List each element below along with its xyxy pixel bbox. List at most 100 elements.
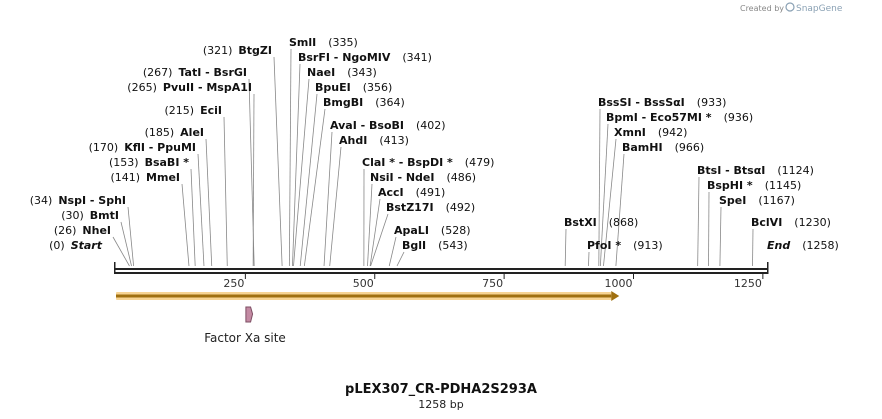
site-leader-line: [273, 56, 283, 267]
restriction-site-label[interactable]: BstXI (868): [564, 216, 638, 229]
site-position: (0): [49, 239, 65, 252]
site-name[interactable]: BpmI - Eco57MI *: [606, 111, 712, 124]
site-position: (528): [441, 224, 471, 237]
site-name[interactable]: BtgZI: [238, 44, 272, 57]
site-name[interactable]: XmnI: [614, 126, 646, 139]
site-position: (170): [89, 141, 119, 154]
restriction-site-label[interactable]: BspHI * (1145): [707, 179, 801, 192]
site-name[interactable]: BamHI: [622, 141, 663, 154]
site-name[interactable]: AhdI: [339, 134, 367, 147]
site-name[interactable]: BclVI: [751, 216, 782, 229]
restriction-site-label[interactable]: BclVI (1230): [751, 216, 831, 229]
restriction-site-label[interactable]: AleI (185): [145, 126, 204, 139]
restriction-site-label[interactable]: BtgZI (321): [203, 44, 272, 57]
restriction-site-label[interactable]: Start (0): [49, 239, 103, 252]
restriction-site-label[interactable]: AvaI - BsoBI (402): [330, 119, 446, 132]
site-leader-line: [388, 236, 397, 267]
site-name[interactable]: BsaBI *: [145, 156, 190, 169]
site-name[interactable]: NsiI - NdeI: [370, 171, 434, 184]
factor-xa-site-marker[interactable]: [245, 306, 254, 323]
site-position: (413): [379, 134, 409, 147]
site-position: (343): [347, 66, 377, 79]
restriction-site-label[interactable]: NspI - SphI (34): [30, 194, 126, 207]
site-name[interactable]: SpeI: [719, 194, 746, 207]
site-name[interactable]: AccI: [378, 186, 404, 199]
site-name[interactable]: ApaLI: [394, 224, 429, 237]
restriction-site-label[interactable]: TatI - BsrGI (267): [143, 66, 247, 79]
site-name[interactable]: KflI - PpuMI: [124, 141, 196, 154]
site-leader-line: [120, 221, 132, 267]
site-name[interactable]: AleI: [180, 126, 204, 139]
site-leader-line: [603, 138, 617, 267]
restriction-site-label[interactable]: NsiI - NdeI (486): [370, 171, 476, 184]
restriction-site-label[interactable]: SmlI (335): [289, 36, 358, 49]
restriction-site-label[interactable]: AhdI (413): [339, 134, 409, 147]
restriction-site-label[interactable]: XmnI (942): [614, 126, 687, 139]
restriction-site-label[interactable]: EciI (215): [165, 104, 223, 117]
site-name[interactable]: End: [767, 239, 790, 252]
restriction-site-label[interactable]: PvuII - MspA1I (265): [127, 81, 252, 94]
ruler-tick-label: 250: [223, 277, 244, 290]
restriction-site-label[interactable]: PfoI * (913): [587, 239, 663, 252]
restriction-site-label[interactable]: BpmI - Eco57MI * (936): [606, 111, 753, 124]
site-position: (1167): [758, 194, 795, 207]
site-name[interactable]: BpuEI: [315, 81, 351, 94]
restriction-site-label[interactable]: BamHI (966): [622, 141, 704, 154]
site-leader-line: [369, 198, 381, 267]
site-leader-line: [598, 108, 601, 267]
restriction-site-label[interactable]: BssSI - BssSαI (933): [598, 96, 726, 109]
orf-arrow-head[interactable]: [611, 291, 620, 301]
site-name[interactable]: PvuII - MspA1I: [163, 81, 252, 94]
plasmid-length: 1258 bp: [418, 398, 463, 411]
restriction-site-label[interactable]: BtsI - BtsαI (1124): [697, 164, 814, 177]
restriction-site-label[interactable]: BglI (543): [402, 239, 468, 252]
restriction-site-label[interactable]: ClaI * - BspDI * (479): [362, 156, 494, 169]
site-leader-line: [112, 236, 130, 267]
restriction-site-label[interactable]: BmtI (30): [61, 209, 119, 222]
site-name[interactable]: NspI - SphI: [58, 194, 126, 207]
orf-arrow[interactable]: [116, 291, 620, 301]
restriction-site-label[interactable]: AccI (491): [378, 186, 445, 199]
site-name[interactable]: BspHI *: [707, 179, 753, 192]
site-name[interactable]: Start: [71, 239, 103, 252]
site-name[interactable]: ClaI * - BspDI *: [362, 156, 453, 169]
restriction-site-label[interactable]: BmgBI (364): [323, 96, 405, 109]
site-name[interactable]: TatI - BsrGI: [178, 66, 247, 79]
site-name[interactable]: MmeI: [146, 171, 180, 184]
site-name[interactable]: BglI: [402, 239, 426, 252]
restriction-site-label[interactable]: NheI (26): [54, 224, 111, 237]
restriction-site-label[interactable]: BstZ17I (492): [386, 201, 475, 214]
restriction-site-label[interactable]: BsaBI * (153): [109, 156, 189, 169]
site-name[interactable]: BssSI - BssSαI: [598, 96, 685, 109]
site-name[interactable]: BmgBI: [323, 96, 363, 109]
orf-arrow-core[interactable]: [116, 294, 612, 298]
site-leader-line: [329, 146, 342, 267]
restriction-site-label[interactable]: ApaLI (528): [394, 224, 471, 237]
site-name[interactable]: BmtI: [90, 209, 119, 222]
restriction-site-label[interactable]: End (1258): [767, 239, 839, 252]
site-leader-line: [615, 153, 625, 267]
site-name[interactable]: SmlI: [289, 36, 316, 49]
site-name[interactable]: BstXI: [564, 216, 597, 229]
site-leader-line: [396, 251, 405, 267]
site-name[interactable]: BstZ17I: [386, 201, 434, 214]
site-name[interactable]: NheI: [82, 224, 111, 237]
site-position: (491): [416, 186, 446, 199]
site-name[interactable]: PfoI *: [587, 239, 621, 252]
restriction-site-label[interactable]: BpuEI (356): [315, 81, 392, 94]
site-position: (492): [446, 201, 476, 214]
site-name[interactable]: NaeI: [307, 66, 335, 79]
restriction-site-label[interactable]: MmeI (141): [110, 171, 180, 184]
site-leader-line: [181, 183, 190, 267]
site-name[interactable]: BtsI - BtsαI: [697, 164, 765, 177]
site-name[interactable]: BsrFI - NgoMIV: [298, 51, 391, 64]
restriction-site-label[interactable]: KflI - PpuMI (170): [89, 141, 196, 154]
site-position: (141): [110, 171, 140, 184]
ruler-ticks: 250 500 750 1000 1250: [223, 274, 764, 290]
site-name[interactable]: AvaI - BsoBI: [330, 119, 404, 132]
site-position: (215): [165, 104, 195, 117]
restriction-site-label[interactable]: NaeI (343): [307, 66, 377, 79]
restriction-site-label[interactable]: SpeI (1167): [719, 194, 795, 207]
site-name[interactable]: EciI: [200, 104, 222, 117]
restriction-site-label[interactable]: BsrFI - NgoMIV (341): [298, 51, 432, 64]
